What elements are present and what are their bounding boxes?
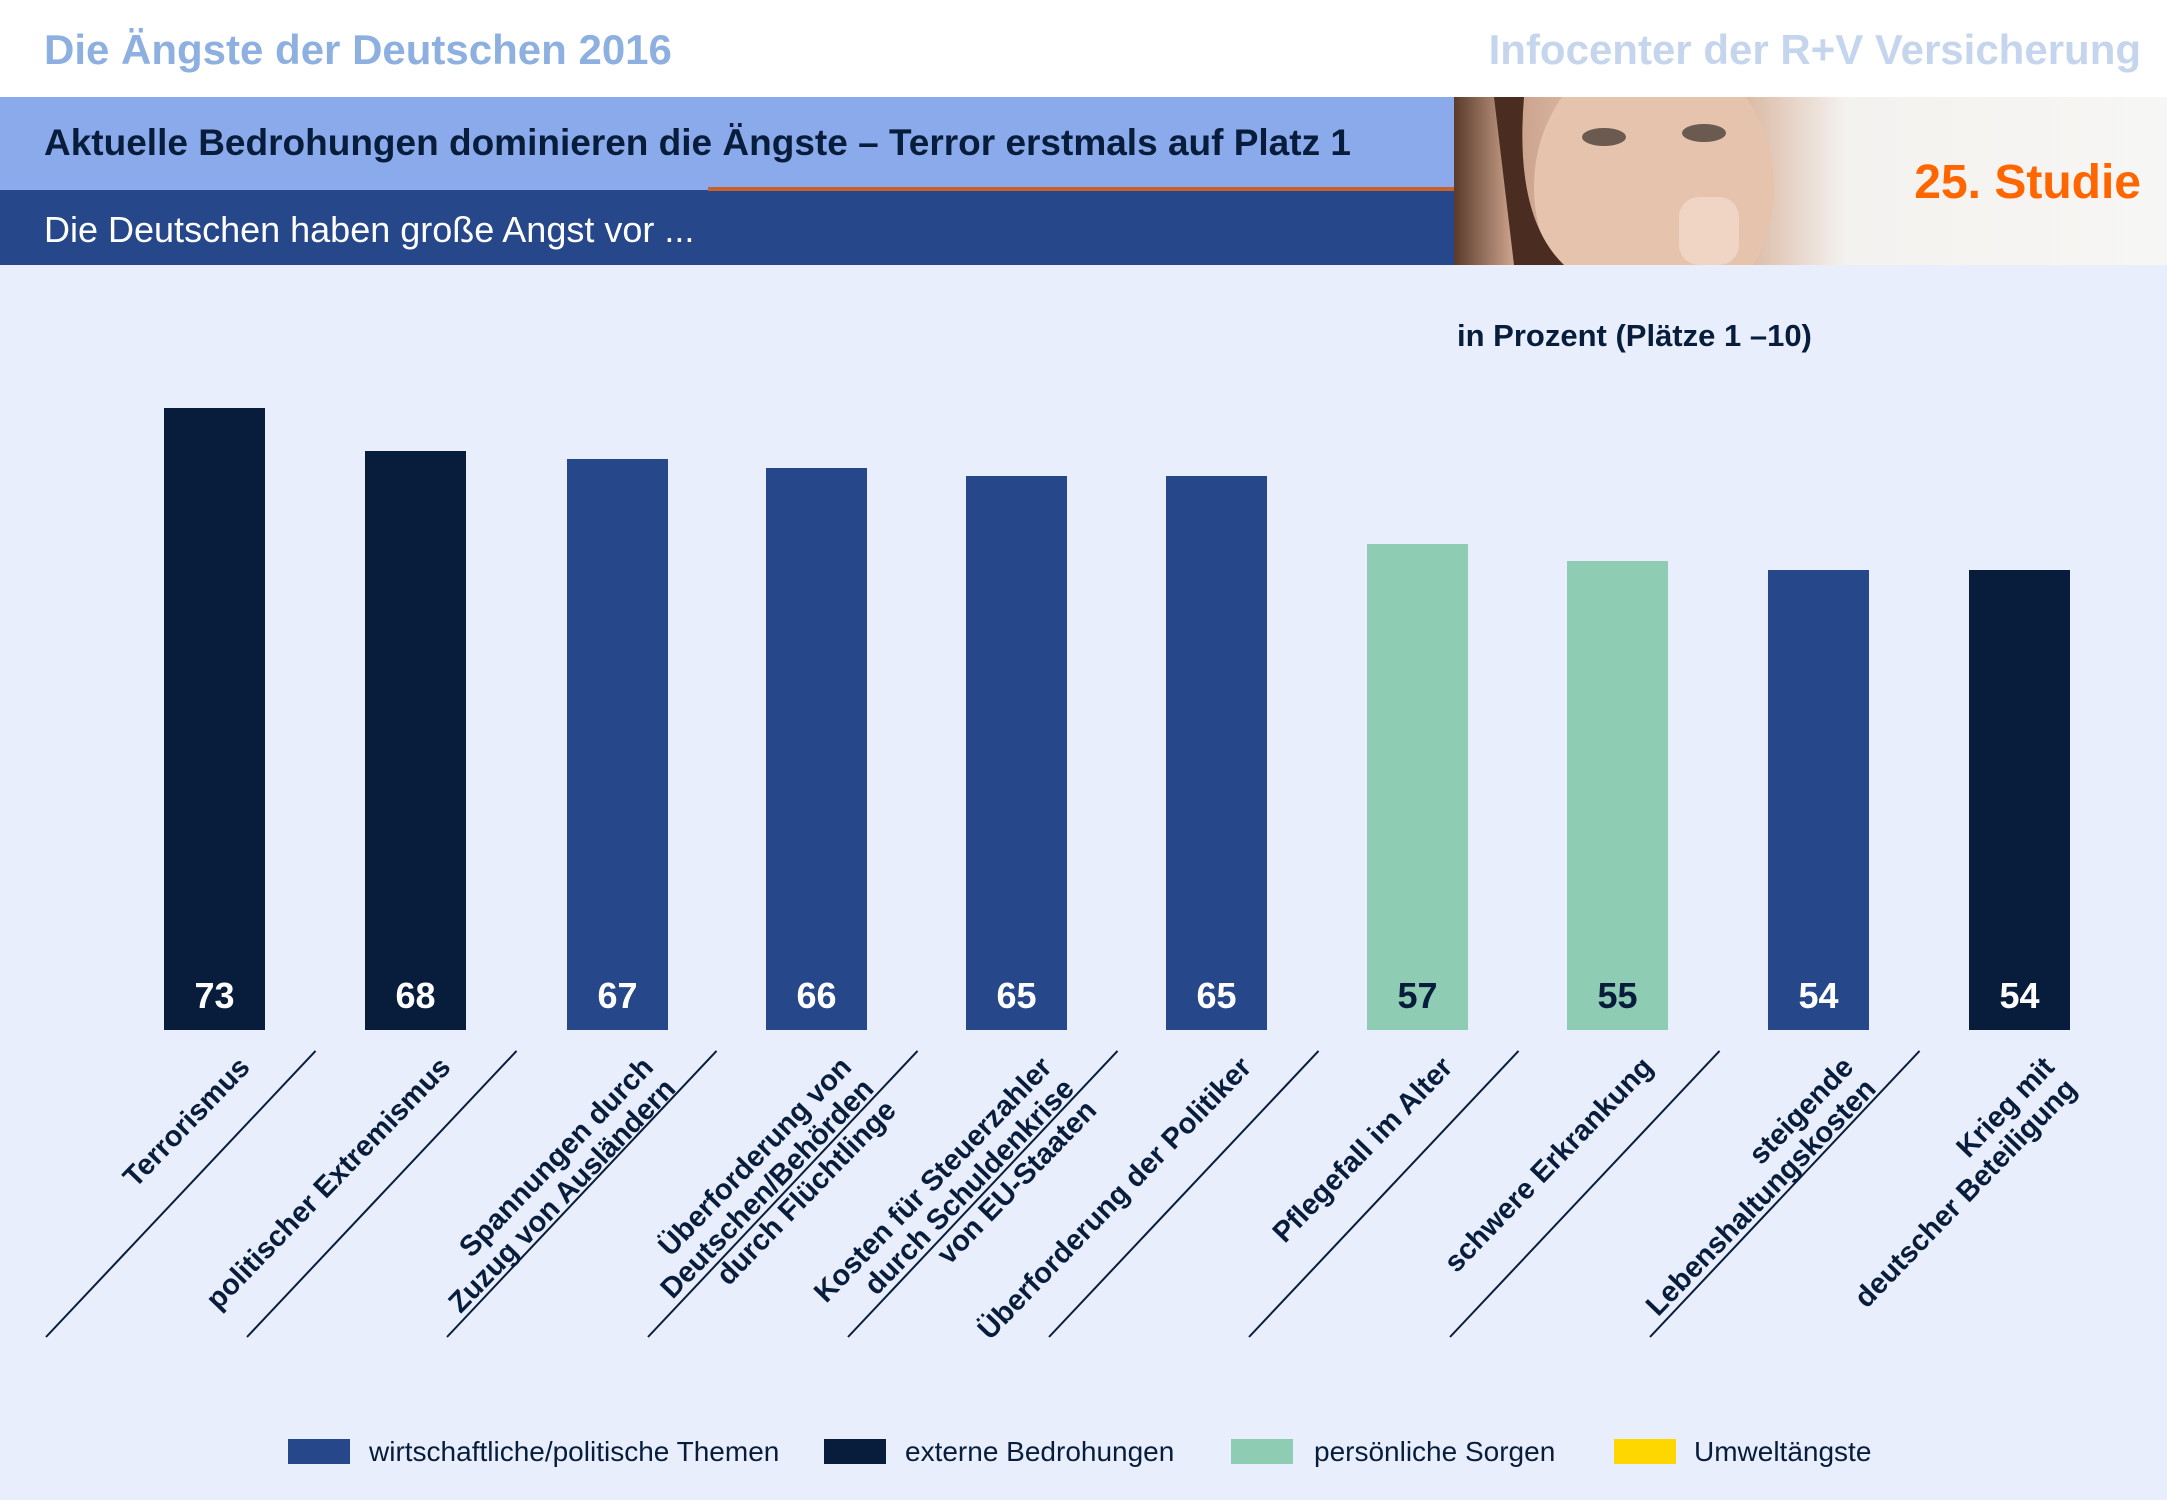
subtitle: Die Deutschen haben große Angst vor ... [44,209,695,250]
value-label: 54 [1798,975,1839,1016]
value-label: 65 [996,975,1037,1016]
value-label: 67 [597,975,638,1016]
subtitle-band [0,190,1454,265]
bar-1 [164,408,265,1030]
legend-label: wirtschaftliche/politische Themen [369,1436,780,1467]
bar-5 [966,476,1067,1030]
legend-label: externe Bedrohungen [905,1436,1175,1467]
study-number: 25. Studie [1914,156,2141,209]
legend-swatch [288,1439,350,1464]
legend-swatch [1614,1439,1676,1464]
headline: Aktuelle Bedrohungen dominieren die Ängs… [44,122,1351,163]
chart-subtitle: in Prozent (Plätze 1 –10) [1457,318,1812,353]
bar-9 [1768,569,1869,1030]
value-label: 68 [395,975,436,1016]
value-label: 55 [1597,975,1638,1016]
value-label: 73 [194,975,235,1016]
legend-swatch [1231,1439,1293,1464]
value-label: 65 [1196,975,1237,1016]
value-label: 66 [796,975,837,1016]
face-illustration [1494,97,1774,265]
bar-3 [567,459,668,1030]
legend-label: Umweltängste [1694,1436,1872,1467]
bar-4 [766,467,867,1030]
bar-7 [1367,544,1468,1030]
accent-divider [708,187,1454,191]
headline-band [0,97,1454,190]
bar-2 [365,450,466,1030]
legend-label: persönliche Sorgen [1314,1436,1556,1467]
legend-swatch [824,1439,886,1464]
page-title: Die Ängste der Deutschen 2016 [44,26,672,73]
value-label: 57 [1397,975,1438,1016]
organization-title: Infocenter der R+V Versicherung [1488,26,2141,73]
bar-6 [1166,476,1267,1030]
bar-8 [1567,561,1668,1030]
woman-photo [1454,97,2167,265]
bar-10 [1969,569,2070,1030]
value-label: 54 [1999,975,2040,1016]
